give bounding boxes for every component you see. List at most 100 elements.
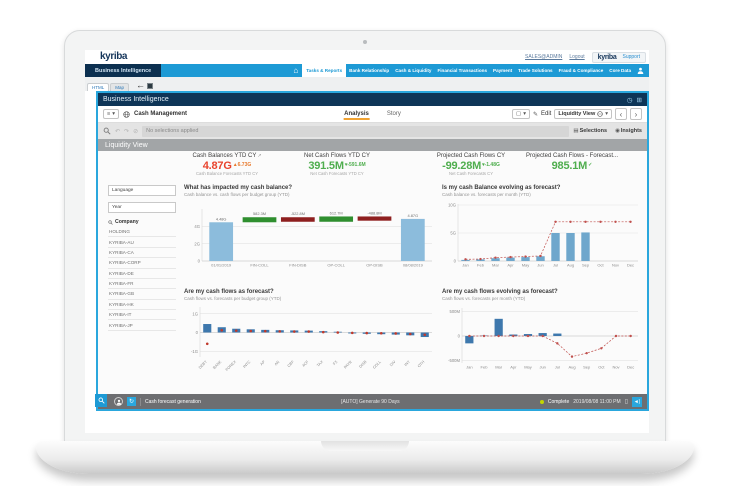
nav-item[interactable]: Tasks & Reports — [302, 64, 347, 77]
svg-text:Aug: Aug — [568, 365, 575, 370]
support-box[interactable]: kyriba Support — [591, 51, 646, 63]
step-back-icon[interactable]: ↶ — [115, 128, 121, 135]
nav-item[interactable]: Cash & Liquidity — [395, 68, 432, 73]
phone-icon[interactable]: ▯ — [624, 399, 628, 405]
chart-subtitle: Cash flows vs. forecasts per budget grou… — [184, 296, 282, 301]
edit-button[interactable]: Edit — [541, 111, 552, 117]
kpi-delta: ▲6.73G — [232, 162, 252, 168]
step-forward-icon[interactable]: ↷ — [124, 128, 130, 135]
svg-text:OP-COLL: OP-COLL — [327, 263, 345, 268]
clock-icon[interactable]: ◷ — [626, 96, 633, 104]
tab-story[interactable]: Story — [386, 110, 401, 117]
svg-text:PAYR: PAYR — [343, 360, 353, 370]
chart-cash-balance-waterfall[interactable]: What has impacted my cash balance? Cash … — [184, 185, 438, 273]
grid-icon[interactable]: ⊞ — [636, 96, 642, 104]
user-link[interactable]: SALES@ADMIN — [525, 54, 563, 60]
subtab-map[interactable]: Map — [110, 83, 130, 91]
speaker-icon[interactable]: ◄) — [632, 396, 642, 407]
company-list-item[interactable]: KYRIBA-DE — [108, 269, 176, 279]
company-list-item[interactable]: KYRIBA-CA — [108, 248, 176, 259]
status-state: Complete — [547, 398, 570, 405]
search-icon[interactable] — [103, 127, 111, 135]
chart-canvas[interactable]: 500M 0 -500M Jan Feb Mar Apr May Jun Jul Aug Sep Oct… — [442, 303, 644, 373]
tab-analysis[interactable]: Analysis — [343, 109, 370, 120]
company-list-item[interactable]: HOLDING — [108, 227, 176, 238]
refresh-icon[interactable]: ↻ — [127, 397, 136, 406]
kpi-card[interactable]: Projected Cash Flows CY -99.28M▾-1.48G N… — [421, 153, 521, 176]
kpi-value: 4.87G — [202, 160, 232, 172]
sheet-selector[interactable]: Liquidity View ▾ — [554, 109, 612, 119]
nav-item[interactable]: Financial Transactions — [437, 68, 487, 73]
svg-text:0: 0 — [458, 334, 461, 339]
chart-flows-vs-forecast-monthly[interactable]: Are my cash flows evolving as forecast? … — [442, 289, 644, 375]
svg-text:FOREX: FOREX — [225, 360, 237, 372]
kpi-card[interactable]: Net Cash Flows YTD CY 391.5M▾-591.6M Net… — [287, 153, 387, 176]
company-list-item[interactable]: KYRIBA-IT — [108, 310, 176, 321]
pencil-icon[interactable]: ✎ — [532, 111, 538, 118]
selections-message[interactable]: No selections applied — [142, 125, 570, 137]
company-list-item[interactable]: KYRIBA-HK — [108, 300, 176, 310]
search-icon — [108, 219, 113, 225]
clear-selections-icon[interactable]: ⊘ — [133, 128, 139, 135]
prev-sheet-button[interactable]: ‹ — [615, 108, 627, 120]
kpi-card[interactable]: Projected Cash Flows - Forecast... 985.1… — [522, 153, 622, 172]
company-list: HOLDING KYRIBA-AU KYRIBA-CA KYRIBA-CORP KYRI… — [108, 227, 176, 331]
chart-title: Is my cash Balance evolving as forecast? — [442, 185, 561, 191]
svg-text:FIN-DISB: FIN-DISB — [289, 263, 306, 268]
company-list-item[interactable]: KYRIBA-AU — [108, 237, 176, 248]
company-list-item[interactable]: KYRIBA-FR — [108, 279, 176, 290]
brand-logo: kyriba — [597, 53, 617, 61]
status-detail: [AUTO] Generate 90 Days — [341, 398, 400, 405]
company-list-item[interactable]: KYRIBA-GB — [108, 289, 176, 300]
next-sheet-button[interactable]: › — [630, 108, 642, 120]
company-filter-header: Company — [108, 219, 176, 225]
app-name[interactable]: Cash Management — [133, 111, 187, 117]
selections-button[interactable]: ▤Selections — [573, 128, 608, 134]
status-timestamp: 2019/08/08 11:00 PM — [573, 398, 621, 405]
divider — [140, 397, 141, 406]
kpi-value-row: 4.87G▲6.73G — [177, 160, 277, 172]
subtab-slot: HTML Map — [87, 83, 130, 91]
status-dot — [539, 399, 544, 404]
company-list-item[interactable]: KYRIBA-CORP — [108, 258, 176, 269]
nav-spacer — [161, 64, 289, 77]
svg-text:Sep: Sep — [583, 365, 591, 370]
status-bar: ↻ Cash forecast generation [AUTO] Genera… — [95, 394, 647, 409]
device-icon: ▢ — [516, 111, 522, 117]
svg-text:Jan: Jan — [466, 365, 472, 370]
subtab-html[interactable]: HTML — [87, 83, 110, 91]
chart-subtitle: Cash balance vs. forecasts per month (YT… — [442, 192, 531, 197]
svg-text:TAX: TAX — [316, 360, 324, 368]
app-menu-button[interactable]: ≡ ▾ — [103, 109, 119, 119]
task-user-icon[interactable] — [114, 397, 123, 406]
nav-item[interactable]: Trade Solutions — [518, 68, 553, 73]
svg-text:Sep: Sep — [582, 263, 590, 268]
globe-icon — [597, 111, 603, 117]
kpi-card[interactable]: Cash Balances YTD CY↗ 4.87G▲6.73G Cash B… — [177, 153, 277, 176]
support-link[interactable]: Support — [622, 54, 640, 60]
svg-text:OP-DISB: OP-DISB — [366, 263, 383, 268]
smart-search-button[interactable] — [95, 394, 107, 407]
nav-item[interactable]: Core Data — [609, 68, 631, 73]
chart-canvas[interactable]: 4G 2G 0 4.48G 582.3M -522.8M 612.7M -488.8M 4.87… — [184, 199, 438, 271]
nav-item[interactable]: Payment — [493, 68, 513, 73]
chart-flows-vs-forecast-by-group[interactable]: Are my cash flows as forecast? Cash flow… — [184, 289, 438, 375]
home-icon[interactable]: ⌂ — [293, 66, 299, 75]
window-thumbnail-icon[interactable] — [147, 83, 154, 89]
logout-link[interactable]: Logout — [569, 54, 585, 60]
device-preview-button[interactable]: ▢ ▾ — [512, 109, 530, 119]
chevron-down-icon: ▾ — [112, 111, 115, 117]
company-list-item[interactable]: KYRIBA-JP — [108, 320, 176, 331]
year-filter[interactable]: Year — [108, 202, 176, 213]
chart-canvas[interactable]: 10G 5G 0 Jan Feb Mar Apr May Jun Jul Aug Sep Oct Nov D… — [442, 199, 644, 271]
insights-button[interactable]: ◉Insights — [615, 128, 642, 134]
nav-item[interactable]: Bank Relationship — [349, 68, 390, 73]
chart-balance-vs-forecast-monthly[interactable]: Is my cash Balance evolving as forecast?… — [442, 185, 644, 273]
back-arrow-icon[interactable]: ← — [136, 80, 146, 90]
kpi-delta: ▾-591.6M — [344, 162, 366, 168]
language-filter[interactable]: Language — [108, 185, 176, 196]
insights-icon: ◉ — [615, 128, 620, 134]
nav-item[interactable]: Fraud & Compliance — [558, 68, 604, 73]
user-profile-icon[interactable] — [634, 64, 649, 77]
